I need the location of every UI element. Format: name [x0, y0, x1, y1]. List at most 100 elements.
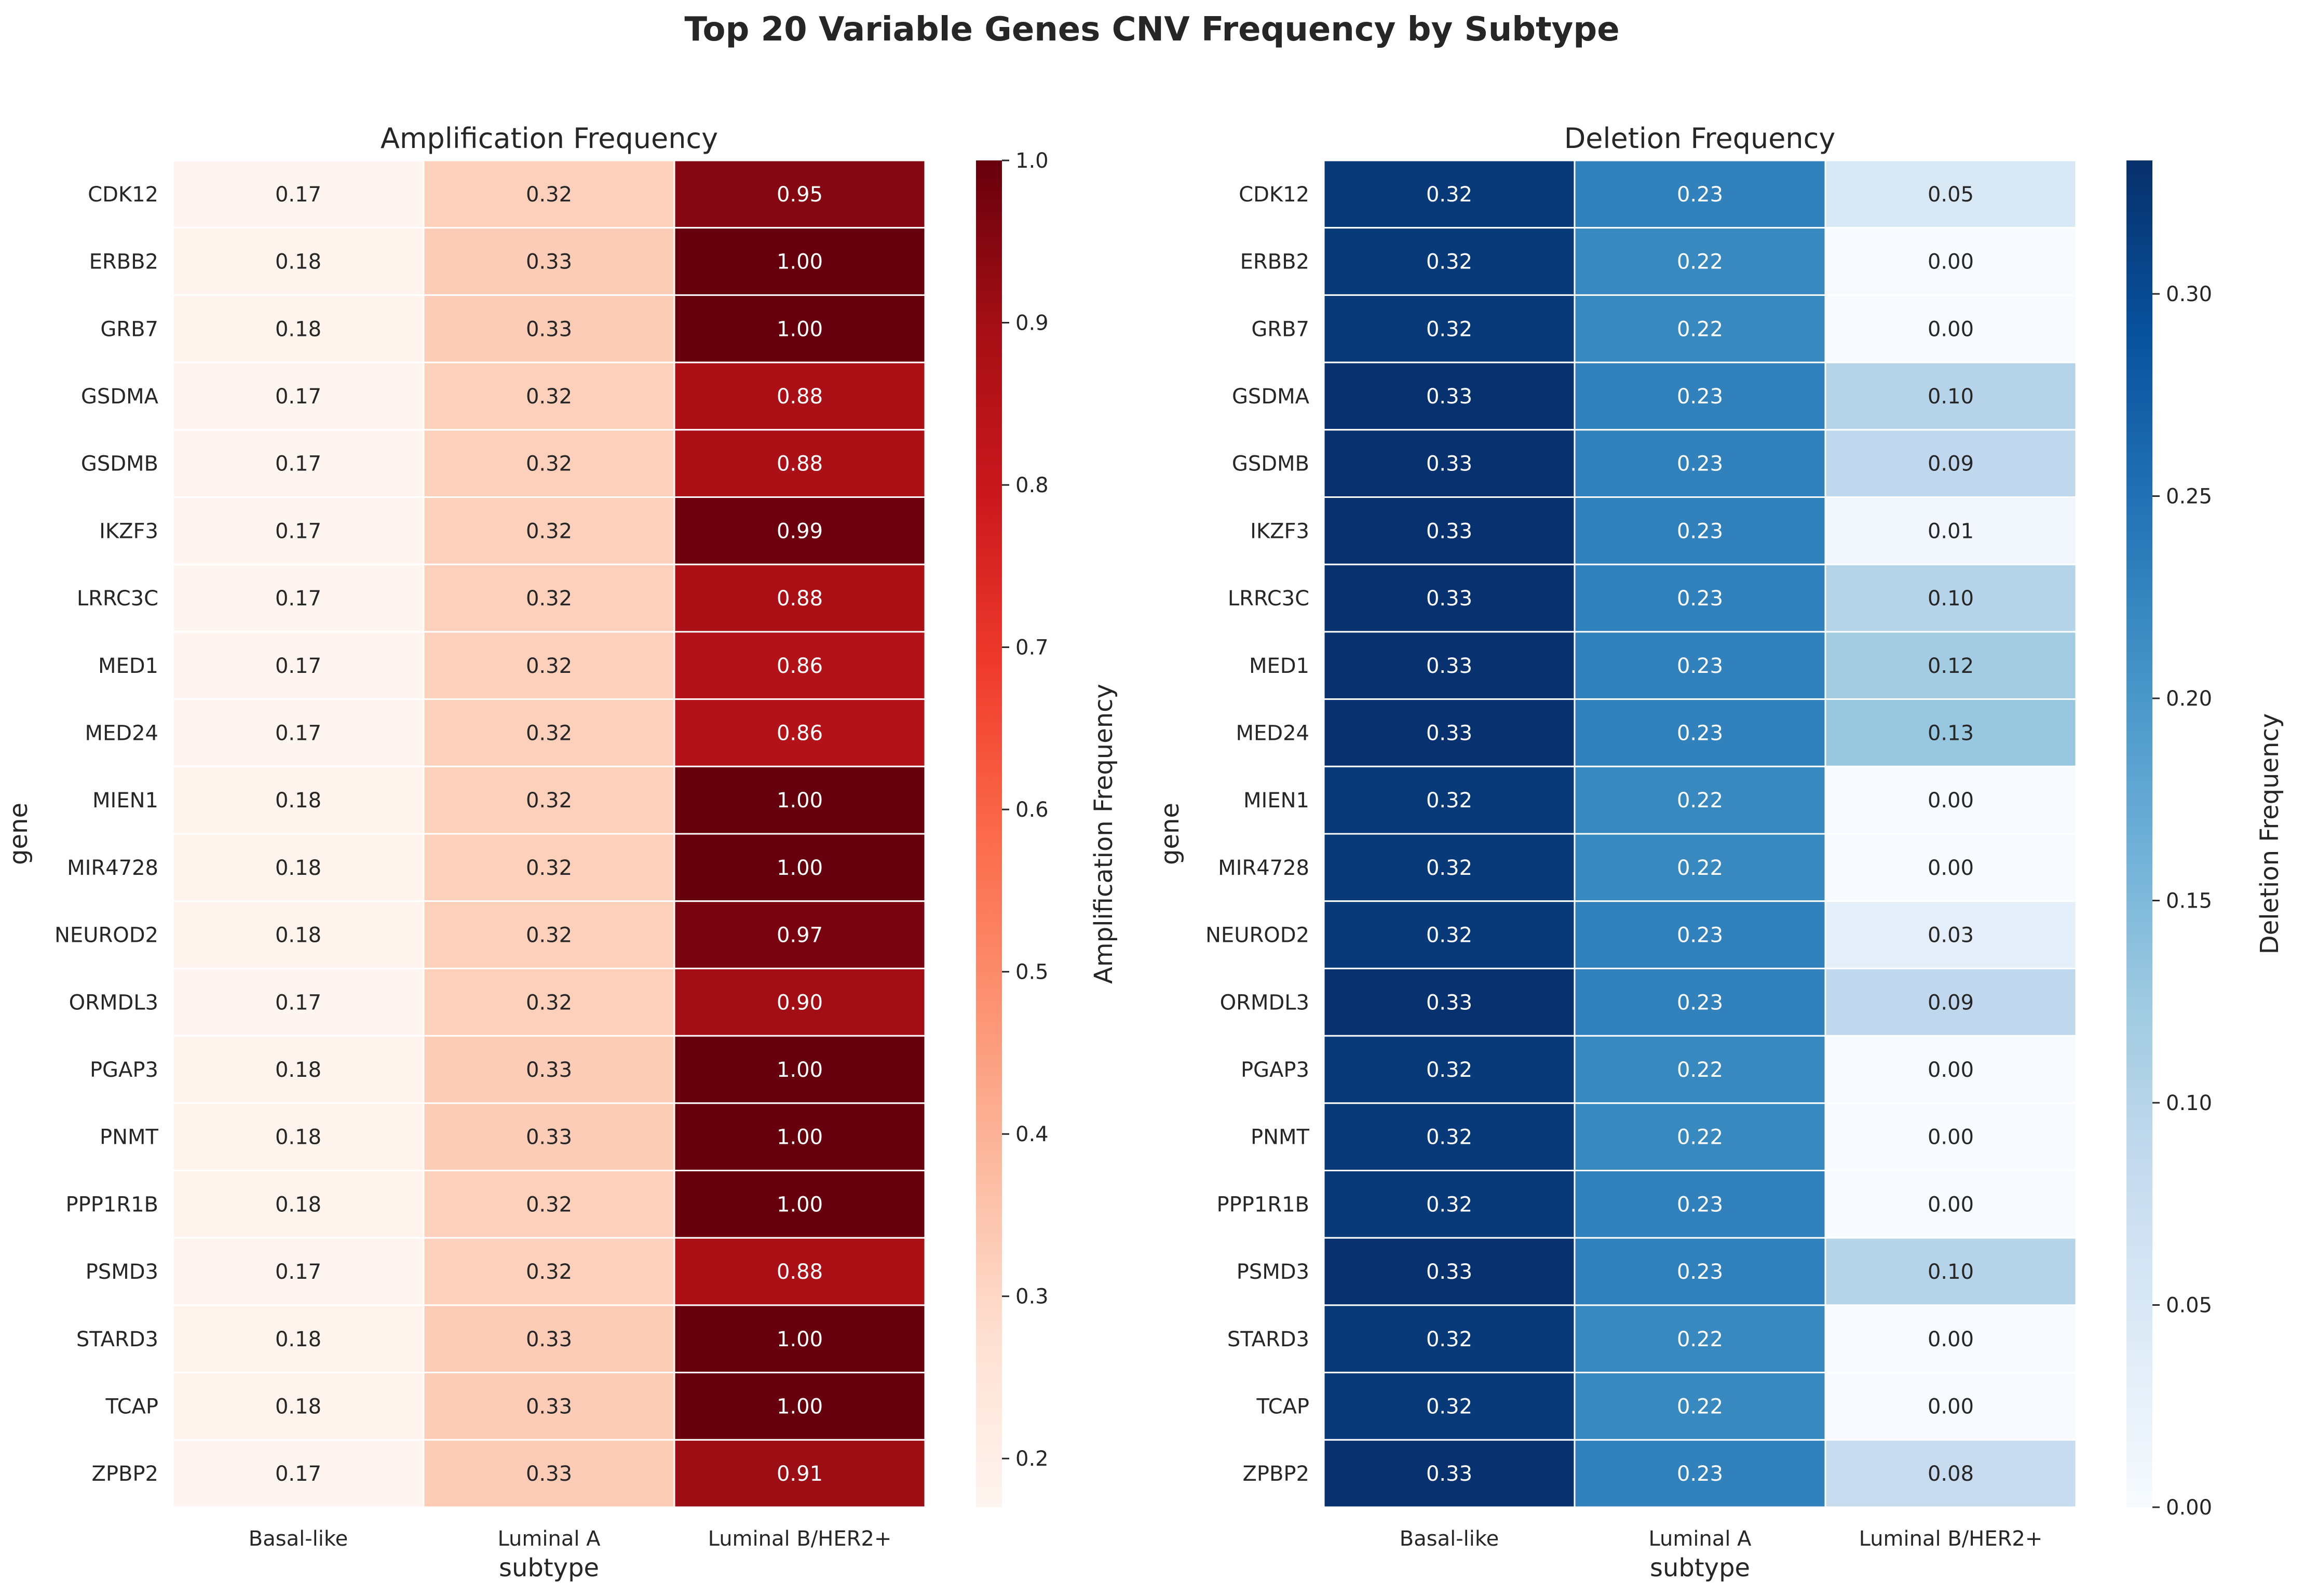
- cell-value-label: 0.22: [1677, 1126, 1723, 1149]
- y-tick-label: CDK12: [88, 183, 158, 207]
- cell-value-label: 0.17: [275, 587, 321, 611]
- cell-value-label: 0.32: [526, 721, 572, 745]
- x-tick-label: Basal-like: [249, 1527, 348, 1551]
- colorbar-tick-label: 0.30: [2166, 282, 2212, 306]
- cell-value-label: 0.33: [526, 1126, 572, 1149]
- cell-value-label: 0.88: [777, 1260, 823, 1284]
- cell-value-label: 0.33: [526, 1058, 572, 1082]
- heatmap-cell: [673, 1304, 926, 1374]
- cell-value-label: 0.18: [275, 1126, 321, 1149]
- heatmap-cell: [1574, 900, 1826, 969]
- colorbar-tick-label: 1.0: [1015, 149, 1049, 173]
- heatmap-cell: [673, 159, 926, 229]
- y-tick-label: GRB7: [1251, 317, 1309, 341]
- cell-value-label: 0.33: [1426, 385, 1472, 409]
- heatmap-cell: [673, 698, 926, 767]
- cell-value-label: 0.23: [1677, 721, 1723, 745]
- cell-value-label: 0.32: [1426, 1193, 1472, 1216]
- heatmap-cell: [1824, 1372, 2077, 1441]
- heatmap-cell: [1323, 159, 1576, 229]
- y-axis-label: gene: [4, 803, 33, 865]
- y-tick-label: NEUROD2: [1205, 924, 1309, 948]
- heatmap-cell: [1323, 227, 1576, 296]
- heatmap-cell: [1824, 900, 2077, 969]
- cell-value-label: 0.91: [777, 1462, 823, 1486]
- y-tick-label: MED24: [1236, 721, 1309, 745]
- cell-value-label: 0.00: [1928, 1058, 1974, 1082]
- cell-value-label: 0.17: [275, 1260, 321, 1284]
- cell-value-label: 0.23: [1677, 991, 1723, 1015]
- cell-value-label: 0.08: [1928, 1462, 1974, 1486]
- y-tick-label: PGAP3: [1241, 1058, 1309, 1082]
- heatmap-cell: [423, 698, 675, 767]
- heatmap-cell: [423, 1237, 675, 1306]
- heatmap-cell: [1323, 1035, 1576, 1104]
- cell-value-label: 0.17: [275, 452, 321, 476]
- x-tick-label: Luminal B/HER2+: [708, 1527, 892, 1551]
- y-tick-label: GRB7: [100, 317, 158, 341]
- cell-value-label: 0.32: [526, 991, 572, 1015]
- y-tick-label: NEUROD2: [55, 924, 158, 948]
- heatmap-cell: [673, 1035, 926, 1104]
- heatmap-cell: [1323, 1439, 1576, 1508]
- y-tick-label: ERBB2: [89, 250, 158, 274]
- y-tick-label: GSDMA: [1232, 385, 1310, 409]
- y-tick-label: STARD3: [76, 1328, 158, 1351]
- cell-value-label: 0.17: [275, 385, 321, 409]
- heatmap-cell: [673, 1102, 926, 1172]
- cell-value-label: 0.03: [1928, 924, 1974, 948]
- cell-value-label: 0.33: [1426, 1260, 1472, 1284]
- cell-value-label: 0.23: [1677, 924, 1723, 948]
- cell-value-label: 0.33: [1426, 721, 1472, 745]
- heatmap-cell: [1323, 631, 1576, 700]
- heatmap-cell: [423, 900, 675, 969]
- cell-value-label: 0.32: [526, 1260, 572, 1284]
- cell-value-label: 0.33: [526, 1462, 572, 1486]
- heatmap-cell: [172, 698, 425, 767]
- cell-value-label: 0.32: [526, 452, 572, 476]
- y-tick-label: ORMDL3: [69, 991, 158, 1015]
- cell-value-label: 0.18: [275, 1193, 321, 1216]
- colorbar-tick-label: 0.10: [2166, 1091, 2212, 1115]
- heatmap-cell: [172, 1439, 425, 1508]
- heatmap-cell: [172, 361, 425, 431]
- heatmap-cell: [423, 765, 675, 835]
- colorbar-tick-label: 0.20: [2166, 687, 2212, 711]
- heatmap-cell: [1824, 361, 2077, 431]
- y-tick-label: LRRC3C: [1228, 587, 1309, 611]
- heatmap-cell: [673, 1439, 926, 1508]
- cell-value-label: 1.00: [777, 856, 823, 880]
- cell-value-label: 0.01: [1928, 519, 1974, 543]
- heatmap-cell: [423, 294, 675, 363]
- cell-value-label: 0.86: [777, 654, 823, 678]
- cell-value-label: 0.13: [1928, 721, 1974, 745]
- y-tick-label: ORMDL3: [1220, 991, 1309, 1015]
- y-tick-label: MIEN1: [92, 789, 158, 813]
- cell-value-label: 0.22: [1677, 1328, 1723, 1351]
- x-tick-label: Luminal A: [1648, 1527, 1752, 1551]
- heatmap-cell: [172, 1237, 425, 1306]
- cell-value-label: 0.95: [777, 183, 823, 207]
- heatmap-cell: [1574, 631, 1826, 700]
- heatmap-cell: [172, 1102, 425, 1172]
- cell-value-label: 0.18: [275, 1328, 321, 1351]
- heatmap-cell: [1824, 698, 2077, 767]
- heatmap-cell: [673, 1237, 926, 1306]
- cell-value-label: 0.32: [1426, 250, 1472, 274]
- cell-value-label: 0.32: [526, 654, 572, 678]
- heatmap-cell: [1323, 1237, 1576, 1306]
- heatmap-cell: [423, 1372, 675, 1441]
- cell-value-label: 0.12: [1928, 654, 1974, 678]
- cell-value-label: 0.33: [526, 317, 572, 341]
- heatmap-cell: [673, 563, 926, 633]
- cell-value-label: 0.33: [526, 250, 572, 274]
- cell-value-label: 1.00: [777, 250, 823, 274]
- heatmap-cell: [423, 496, 675, 565]
- colorbar-tick-label: 0.4: [1015, 1122, 1049, 1146]
- heatmap-cell: [673, 765, 926, 835]
- heatmap-cell: [1824, 833, 2077, 902]
- cell-value-label: 0.33: [526, 1328, 572, 1351]
- cell-value-label: 0.32: [1426, 924, 1472, 948]
- cell-value-label: 0.18: [275, 1395, 321, 1418]
- cell-value-label: 0.88: [777, 385, 823, 409]
